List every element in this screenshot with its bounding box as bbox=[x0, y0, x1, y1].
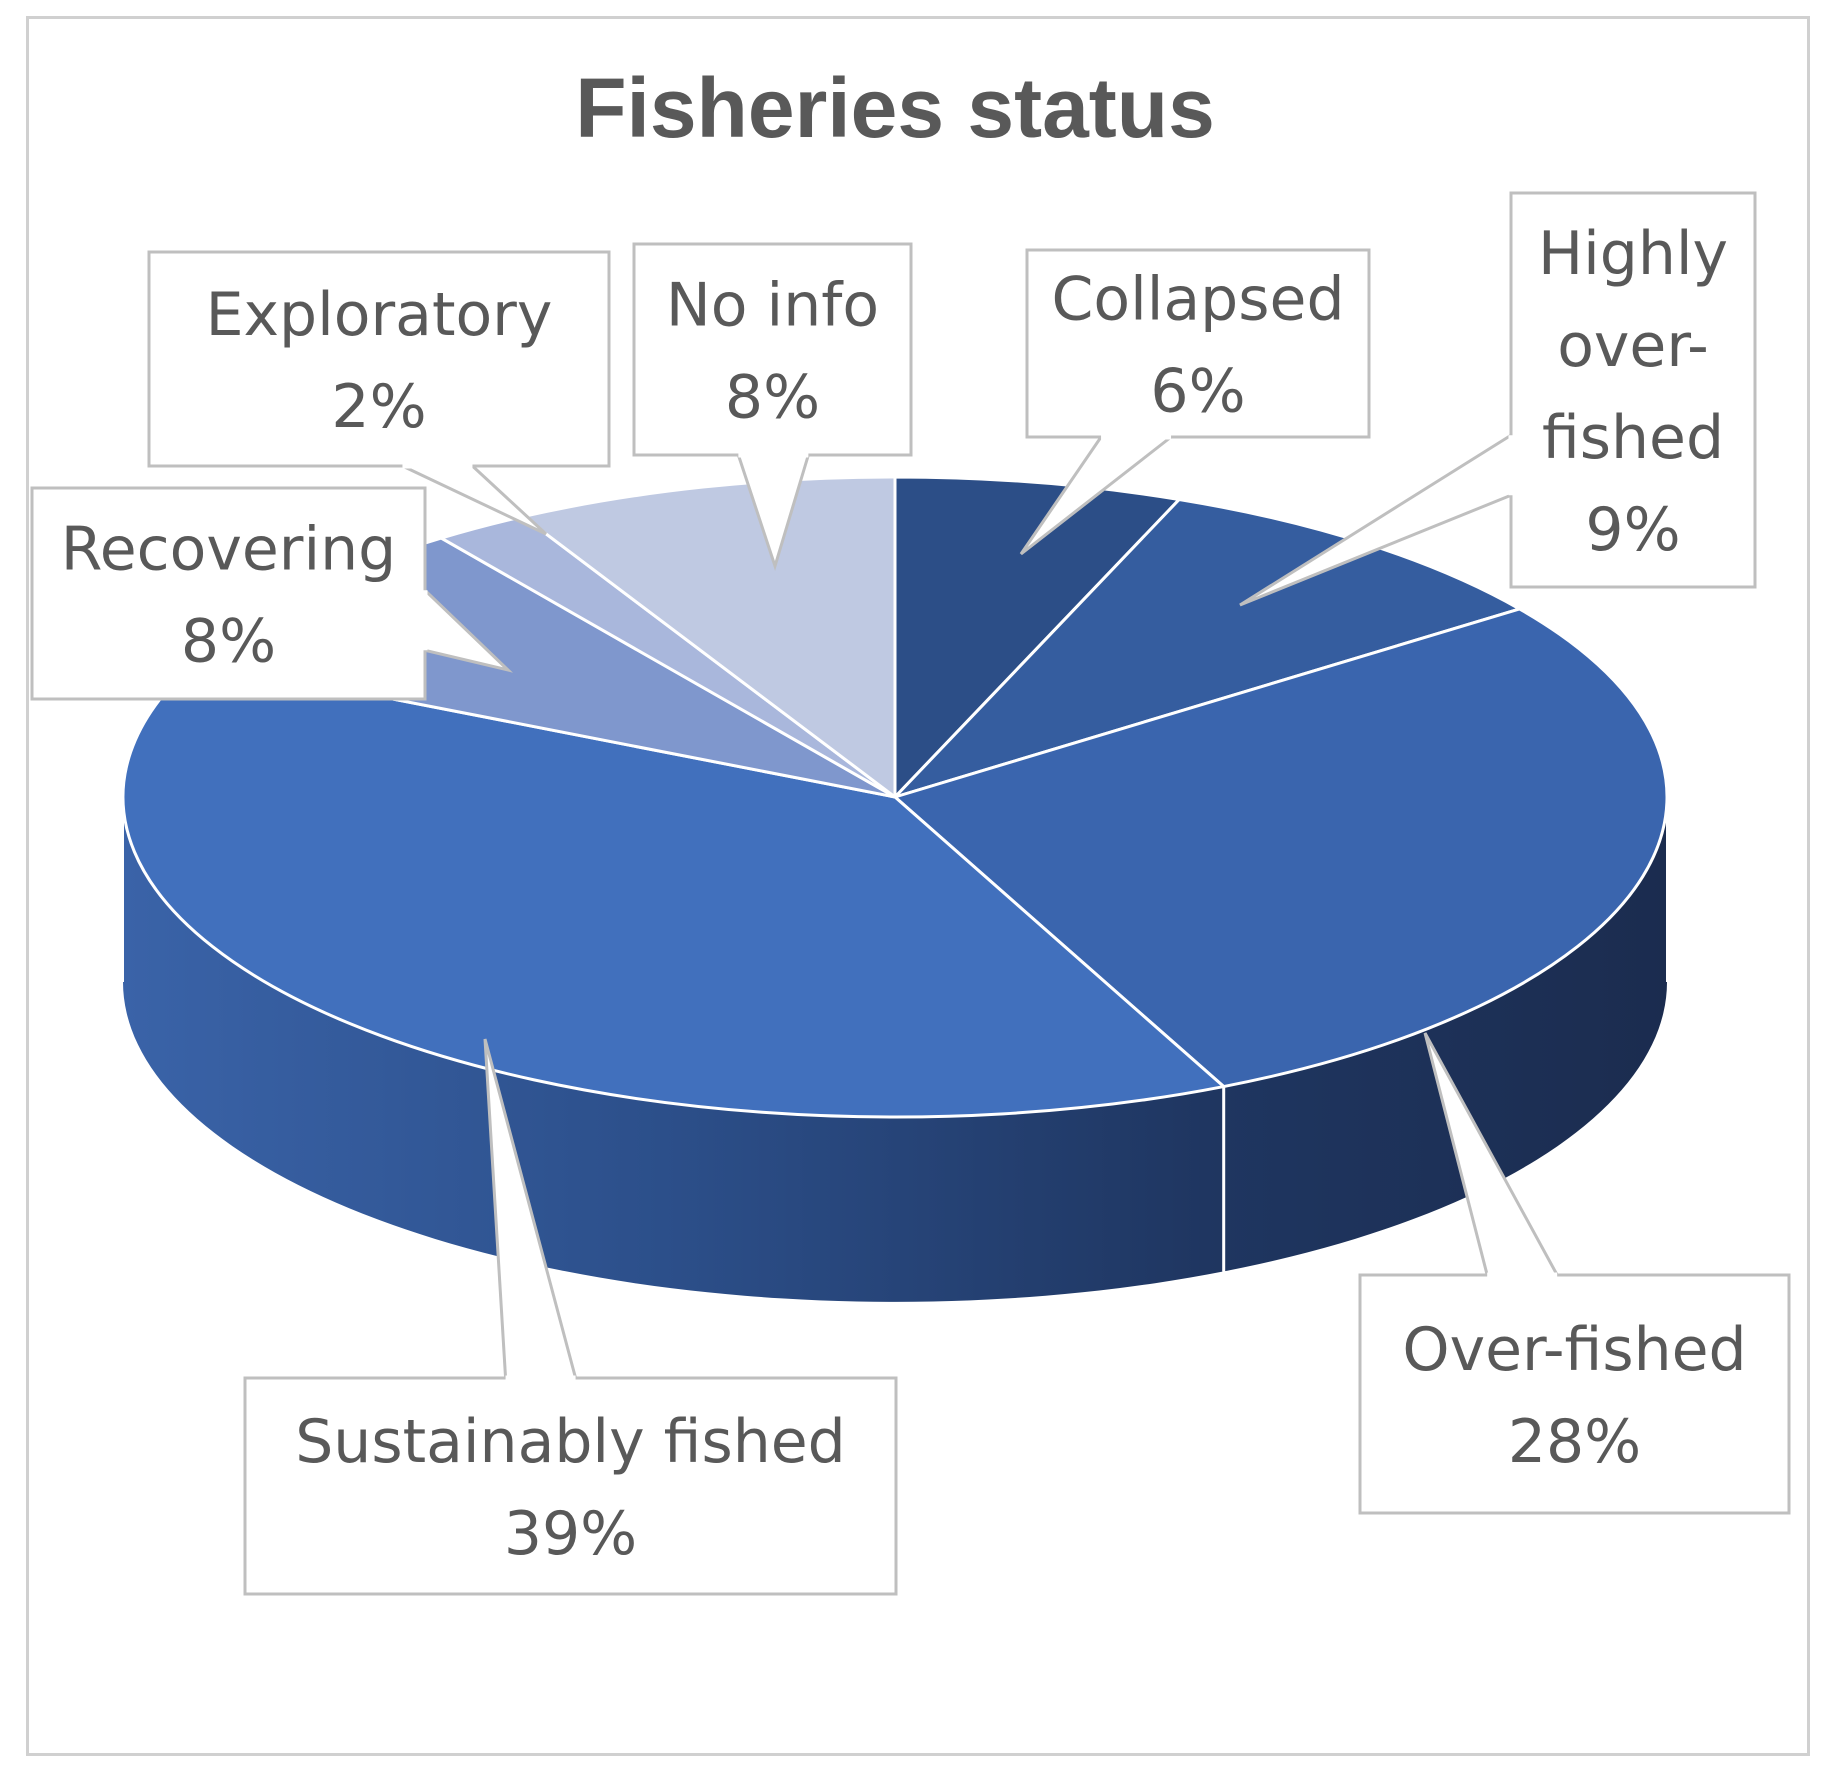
callout-no-info: No info 8% bbox=[632, 242, 913, 571]
callout-sustainably-fished: Sustainably fished 39% bbox=[243, 1038, 898, 1596]
callout-name: fished bbox=[1542, 403, 1724, 473]
side-edges bbox=[122, 797, 1668, 982]
callout-name: Recovering bbox=[61, 515, 396, 585]
callout-box bbox=[30, 486, 427, 701]
callout-name: Collapsed bbox=[1051, 265, 1344, 335]
callout-name: Sustainably fished bbox=[295, 1407, 846, 1477]
callout-label: No info 8% bbox=[666, 271, 879, 433]
callout-value: 28% bbox=[1508, 1407, 1641, 1477]
callout-name: No info bbox=[666, 271, 879, 341]
callout-value: 8% bbox=[181, 607, 276, 677]
chart-title: Fisheries status bbox=[575, 61, 1215, 155]
pie-chart: Fisheries status Collapsed 6% Highly over-f… bbox=[30, 61, 1791, 1596]
callout-pointer bbox=[483, 1038, 578, 1379]
callout-pointer bbox=[401, 464, 548, 536]
callout-highly-over-fished: Highly over-fished 9% bbox=[1239, 191, 1757, 607]
callout-box bbox=[1025, 248, 1371, 439]
callout-value: 8% bbox=[725, 363, 820, 433]
callout-pointer bbox=[736, 454, 810, 571]
callout-exploratory: Exploratory 2% bbox=[147, 250, 611, 536]
callout-box bbox=[1358, 1273, 1791, 1515]
callout-value: 9% bbox=[1585, 495, 1680, 565]
callout-name: Over-fished bbox=[1402, 1315, 1746, 1385]
pie-slice-collapsed bbox=[893, 475, 1181, 799]
callout-pointer bbox=[1019, 435, 1172, 556]
callout-pointer bbox=[423, 589, 514, 673]
pie-slice-no-info bbox=[521, 475, 897, 799]
callout-name: Highly bbox=[1538, 219, 1728, 289]
callout-over-fished: Over-fished 28% bbox=[1358, 1032, 1791, 1515]
callout-collapsed: Collapsed 6% bbox=[1019, 248, 1371, 556]
callout-label: Collapsed 6% bbox=[1051, 265, 1344, 427]
callout-recovering: Recovering 8% bbox=[30, 486, 514, 701]
callout-name: over- bbox=[1557, 311, 1709, 381]
callout-value: 39% bbox=[504, 1499, 637, 1569]
callout-box bbox=[1509, 191, 1757, 589]
callout-label: Exploratory 2% bbox=[206, 280, 553, 442]
callout-label: Highly over-fished 9% bbox=[1538, 219, 1728, 565]
callouts: Collapsed 6% Highly over-fished 9% Over-fishe… bbox=[30, 191, 1791, 1596]
callout-value: 2% bbox=[331, 372, 426, 442]
pie-slice-over-fished bbox=[893, 607, 1669, 1089]
callout-label: Sustainably fished 39% bbox=[295, 1407, 846, 1569]
callout-box bbox=[147, 250, 611, 468]
callout-label: Recovering 8% bbox=[61, 515, 396, 677]
callout-box bbox=[632, 242, 913, 457]
callout-value: 6% bbox=[1150, 357, 1245, 427]
callout-name: Exploratory bbox=[206, 280, 553, 350]
callout-pointer bbox=[1423, 1032, 1559, 1276]
chart-frame: Fisheries status Collapsed 6% Highly over-f… bbox=[26, 16, 1810, 1756]
callout-box bbox=[243, 1376, 898, 1596]
callout-label: Over-fished 28% bbox=[1402, 1315, 1746, 1477]
pie-slice-sustainably-fished bbox=[121, 659, 1226, 1119]
callout-pointer bbox=[1239, 433, 1512, 607]
